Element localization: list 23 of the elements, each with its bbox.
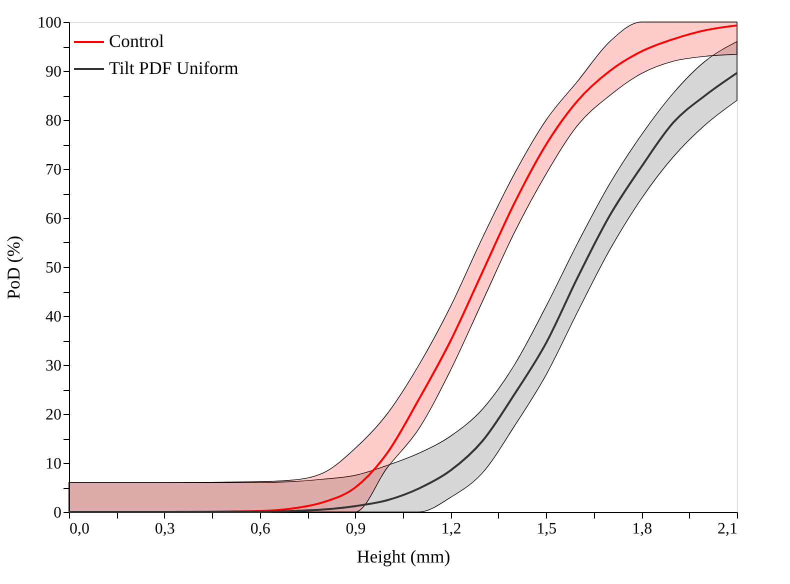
x-tick-label: 1,5 bbox=[536, 520, 557, 538]
y-tick-label: 60 bbox=[46, 210, 62, 228]
y-tick-label: 30 bbox=[46, 358, 62, 374]
y-tick-label: 80 bbox=[46, 112, 62, 130]
y-tick-label: 10 bbox=[46, 456, 62, 472]
x-tick-label: 1,2 bbox=[441, 520, 462, 538]
x-tick-label: 0,0 bbox=[70, 520, 90, 538]
x-tick-label: 0,6 bbox=[250, 520, 270, 538]
legend-label: Tilt PDF Uniform bbox=[109, 58, 238, 78]
y-tick-label: 90 bbox=[46, 64, 62, 80]
x-axis-title: Height (mm) bbox=[356, 546, 450, 566]
y-tick-label: 40 bbox=[46, 308, 62, 326]
x-tick-label: 1,8 bbox=[632, 520, 652, 538]
x-tick-label: 2,1 bbox=[718, 520, 738, 538]
y-tick-label: 20 bbox=[46, 406, 62, 424]
y-tick-label: 50 bbox=[46, 260, 62, 276]
x-tick-label: 0,3 bbox=[154, 520, 175, 538]
y-tick-label: 0 bbox=[54, 504, 62, 522]
x-tick-label: 0,9 bbox=[346, 520, 366, 538]
y-axis-title: PoD (%) bbox=[4, 236, 24, 300]
y-tick-label: 100 bbox=[38, 14, 62, 32]
legend-label: Control bbox=[109, 31, 164, 51]
y-tick-label: 70 bbox=[46, 162, 62, 178]
